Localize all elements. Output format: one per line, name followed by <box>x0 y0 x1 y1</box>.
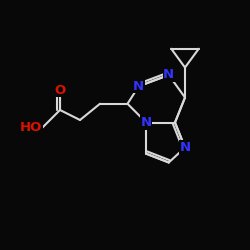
Text: N: N <box>163 68 174 82</box>
Text: N: N <box>180 141 190 154</box>
Text: N: N <box>141 116 152 129</box>
Text: N: N <box>133 80 144 93</box>
Text: HO: HO <box>20 121 42 134</box>
Text: O: O <box>54 84 66 96</box>
